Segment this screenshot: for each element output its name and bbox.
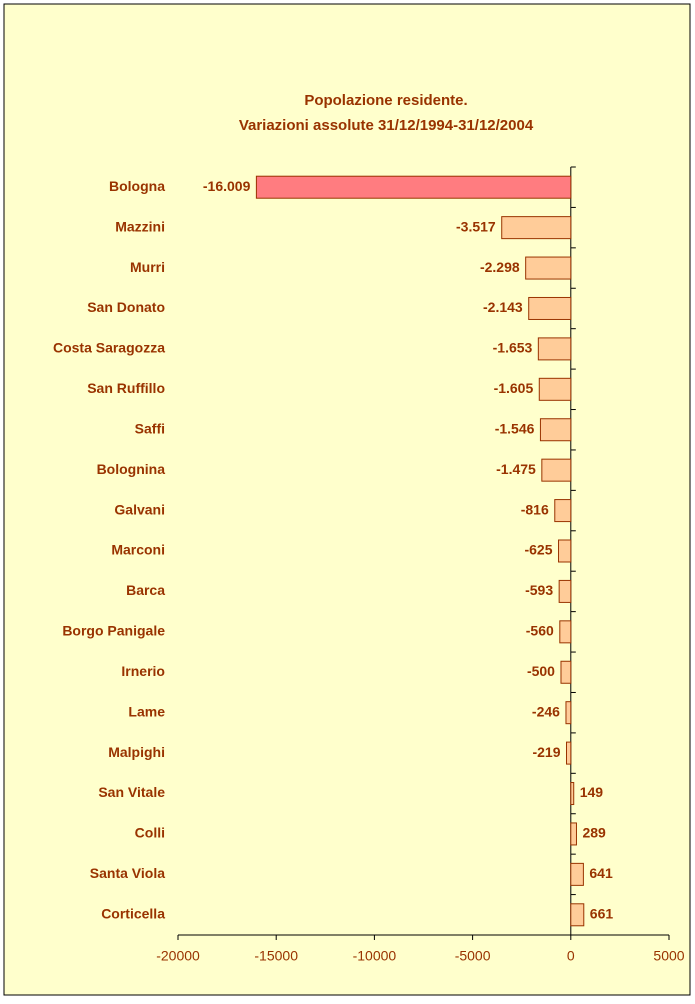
data-label: -593 — [525, 582, 553, 598]
data-label: -2.298 — [480, 259, 520, 275]
y-tick-label: Santa Viola — [90, 865, 165, 881]
bar — [560, 660, 572, 684]
bar — [538, 377, 572, 401]
data-label: 289 — [582, 825, 606, 841]
y-tick-label: Mazzini — [115, 218, 165, 234]
data-label: 661 — [590, 905, 614, 921]
bar — [570, 782, 575, 806]
bar — [558, 579, 572, 603]
data-label: 641 — [589, 865, 613, 881]
data-label: -625 — [524, 542, 552, 558]
x-tick-label: -10000 — [353, 948, 397, 964]
data-label: -816 — [521, 501, 549, 517]
data-label: -1.605 — [494, 380, 534, 396]
bar — [539, 418, 572, 442]
y-tick-label: Bolognina — [97, 461, 166, 477]
y-tick-label: Colli — [135, 825, 165, 841]
bar — [525, 256, 572, 280]
bar — [565, 741, 572, 765]
data-label: 149 — [580, 784, 604, 800]
bar — [541, 458, 572, 482]
data-label: -500 — [527, 663, 555, 679]
y-tick-label: San Vitale — [98, 784, 165, 800]
y-tick-label: Marconi — [111, 542, 165, 558]
y-tick-label: Corticella — [101, 905, 165, 921]
bar — [565, 701, 572, 725]
data-label: -1.653 — [493, 340, 533, 356]
y-tick-label: Malpighi — [108, 744, 165, 760]
bar — [537, 337, 572, 361]
y-tick-label: Bologna — [109, 178, 165, 194]
data-label: -1.546 — [495, 420, 535, 436]
y-tick-label: Borgo Panigale — [62, 623, 165, 639]
data-label: -1.475 — [496, 461, 536, 477]
chart-background — [3, 3, 691, 996]
data-label: -16.009 — [203, 178, 251, 194]
bar — [528, 296, 572, 320]
bar — [570, 822, 577, 846]
x-tick-label: -5000 — [455, 948, 491, 964]
y-tick-label: Murri — [130, 259, 165, 275]
y-tick-label: San Ruffillo — [87, 380, 165, 396]
bar — [501, 216, 572, 240]
data-label: -2.143 — [483, 299, 523, 315]
bar — [255, 175, 572, 199]
data-label: -560 — [526, 623, 554, 639]
data-label: -3.517 — [456, 218, 496, 234]
chart-subtitle: Variazioni assolute 31/12/1994-31/12/200… — [239, 117, 534, 134]
x-tick-label: -20000 — [156, 948, 200, 964]
y-tick-label: Barca — [126, 582, 165, 598]
bar — [570, 903, 585, 927]
y-tick-label: Saffi — [135, 420, 165, 436]
bar — [559, 620, 572, 644]
y-tick-label: San Donato — [87, 299, 165, 315]
x-tick-label: 0 — [567, 948, 575, 964]
bar — [558, 539, 572, 563]
data-label: -246 — [532, 703, 560, 719]
y-tick-label: Irnerio — [121, 663, 165, 679]
y-tick-label: Lame — [128, 703, 165, 719]
chart-title: Popolazione residente. — [304, 92, 467, 109]
y-tick-label: Galvani — [114, 501, 165, 517]
data-label: -219 — [532, 744, 560, 760]
bar — [554, 499, 572, 523]
x-tick-label: 5000 — [653, 948, 684, 964]
x-tick-label: -15000 — [254, 948, 298, 964]
y-tick-label: Costa Saragozza — [53, 340, 165, 356]
bar — [570, 862, 584, 886]
